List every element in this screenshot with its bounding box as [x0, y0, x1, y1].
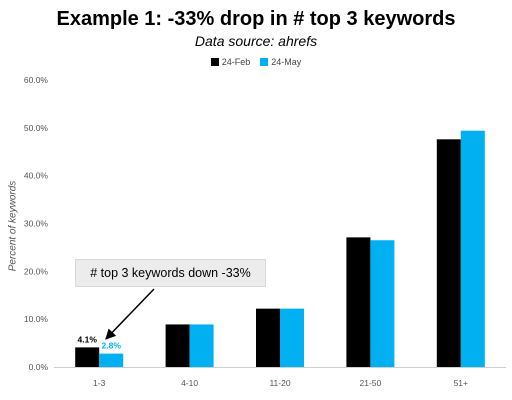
bar	[370, 240, 395, 367]
x-tick-label: 4-10	[181, 378, 198, 388]
legend-swatch-may	[260, 58, 269, 66]
y-tick-label: 50.0%	[24, 123, 49, 133]
y-tick-label: 60.0%	[24, 75, 49, 85]
legend-label-feb: 24-Feb	[221, 57, 251, 67]
annotation-callout: # top 3 keywords down -33%	[75, 259, 266, 287]
chart-subtitle: Data source: ahrefs	[194, 33, 318, 49]
y-tick-label: 0.0%	[29, 362, 49, 372]
bar	[346, 237, 371, 367]
y-tick-label: 40.0%	[24, 171, 49, 181]
bar	[99, 353, 124, 367]
x-tick-label: 1-3	[93, 378, 106, 388]
legend-item-feb: 24-Feb	[210, 57, 251, 67]
x-tick-label: 51+	[454, 378, 468, 388]
legend-label-may: 24-May	[271, 57, 302, 67]
bar	[280, 308, 304, 367]
bar	[460, 130, 485, 367]
bar	[165, 324, 190, 367]
y-tick-label: 10.0%	[24, 314, 49, 324]
chart-title: Example 1: -33% drop in # top 3 keywords	[56, 8, 456, 30]
data-label: 2.8%	[102, 341, 122, 351]
bar	[436, 139, 461, 367]
y-tick-label: 20.0%	[24, 266, 49, 276]
bar	[256, 308, 280, 367]
x-tick-label: 21-50	[360, 378, 382, 388]
bar	[189, 324, 214, 367]
x-tick-label: 11-20	[269, 378, 290, 388]
chart-legend: 24-Feb 24-May	[0, 57, 512, 67]
y-tick-label: 30.0%	[24, 219, 49, 229]
legend-item-may: 24-May	[260, 57, 301, 67]
legend-swatch-feb	[210, 58, 219, 66]
annotation-arrow	[105, 288, 155, 340]
data-label: 4.1%	[78, 334, 98, 344]
bar	[75, 347, 100, 367]
